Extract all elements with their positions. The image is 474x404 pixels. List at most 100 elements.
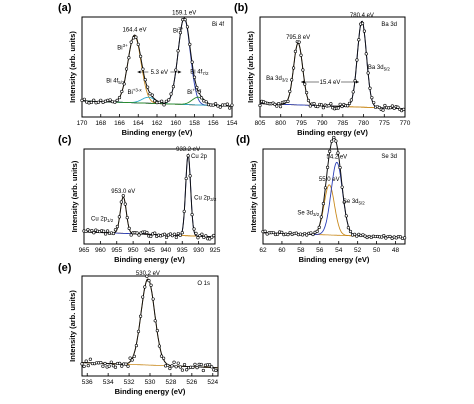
data-point [157, 344, 162, 348]
data-point [162, 356, 166, 360]
x-tick-label: 925 [210, 247, 221, 254]
data-point [186, 154, 190, 158]
x-tick-label: 170 [77, 120, 88, 127]
data-point [138, 314, 143, 318]
data-point [321, 202, 325, 206]
data-point [212, 233, 216, 238]
x-tick-label: 530 [145, 379, 156, 386]
data-point [90, 228, 94, 233]
peak-energy-label: 164.4 eV [122, 28, 146, 34]
data-point [204, 100, 208, 104]
data-point [286, 233, 290, 237]
data-point [396, 105, 400, 109]
data-point [167, 98, 171, 102]
data-point [364, 52, 368, 56]
data-point [293, 49, 298, 53]
envelope-fit-curve [81, 278, 218, 369]
y-axis-label: Intensity (arb. units) [68, 31, 77, 103]
data-point [309, 231, 313, 235]
data-point [392, 106, 396, 110]
component-peak-curve [263, 184, 406, 239]
data-point [113, 100, 117, 104]
data-point [182, 209, 186, 214]
x-tick-label: 795 [296, 120, 307, 127]
data-point [228, 106, 232, 110]
data-point [159, 354, 164, 358]
data-point [338, 102, 342, 106]
x-tick-label: 158 [189, 120, 200, 127]
splitting-label-bg [148, 68, 171, 75]
data-point [109, 360, 113, 364]
x-tick-label: 524 [207, 379, 218, 386]
data-point [137, 233, 141, 237]
x-tick-label: 56 [316, 247, 324, 254]
data-point [325, 165, 330, 170]
data-point [124, 362, 128, 366]
splitting-label-bg [319, 78, 342, 85]
data-point [316, 104, 320, 109]
data-point [143, 78, 147, 82]
data-point [192, 75, 197, 79]
x-tick-label: 60 [278, 247, 286, 254]
data-point [135, 231, 139, 235]
data-point [312, 102, 316, 106]
data-point [99, 361, 103, 365]
data-point [342, 200, 346, 204]
data-point [176, 231, 180, 236]
data-point [208, 363, 212, 367]
data-point [164, 99, 168, 103]
data-point [153, 319, 157, 323]
data-point [172, 360, 176, 364]
x-tick-label: 166 [114, 120, 125, 127]
data-point [115, 224, 120, 229]
data-point [108, 98, 112, 102]
data-point [214, 368, 218, 372]
data-point [218, 105, 222, 109]
data-point [146, 85, 150, 89]
data-point [199, 362, 203, 367]
data-point [147, 279, 151, 283]
data-point [362, 29, 367, 33]
data-point [178, 31, 183, 35]
data-point [380, 235, 384, 239]
data-point [119, 200, 123, 204]
peak-assignment-label: Bi 4f7/2 [190, 70, 209, 77]
data-point [370, 96, 374, 100]
x-tick-label: 790 [317, 120, 328, 127]
x-axis-label: Binding energy (eV) [299, 255, 370, 264]
peak-energy-label: 55.0 eV [319, 177, 340, 183]
panel-label: (a) [58, 2, 72, 14]
data-point [136, 42, 140, 47]
data-point [92, 98, 96, 102]
data-point [280, 230, 284, 234]
data-point [306, 98, 311, 103]
legend-label: Bi 4f [212, 22, 224, 28]
data-point [176, 361, 180, 365]
data-point [132, 354, 136, 358]
data-point [191, 365, 195, 369]
data-point [195, 85, 199, 90]
data-point [122, 82, 126, 86]
data-point [351, 90, 355, 94]
splitting-label: 5.3 eV [151, 70, 168, 76]
x-tick-label: 54 [335, 247, 343, 254]
data-point [357, 38, 361, 42]
x-tick-label: 48 [392, 247, 400, 254]
component-peak-curve [82, 17, 232, 107]
data-point [381, 108, 385, 112]
chart-panel-b: (b) 805 800 795 790 785 780 775 770 Binding energ… [234, 2, 411, 137]
data-point [346, 104, 350, 108]
data-point [277, 101, 281, 106]
data-point [180, 231, 184, 235]
data-point [183, 18, 187, 22]
data-point [383, 103, 387, 108]
data-point [160, 99, 164, 103]
x-tick-label: 62 [259, 247, 267, 254]
data-point [174, 365, 178, 369]
data-point [82, 364, 86, 368]
data-point [288, 230, 292, 235]
x-tick-label: 935 [177, 247, 188, 254]
data-point [213, 102, 218, 106]
data-point [130, 358, 134, 362]
data-point [115, 98, 119, 102]
